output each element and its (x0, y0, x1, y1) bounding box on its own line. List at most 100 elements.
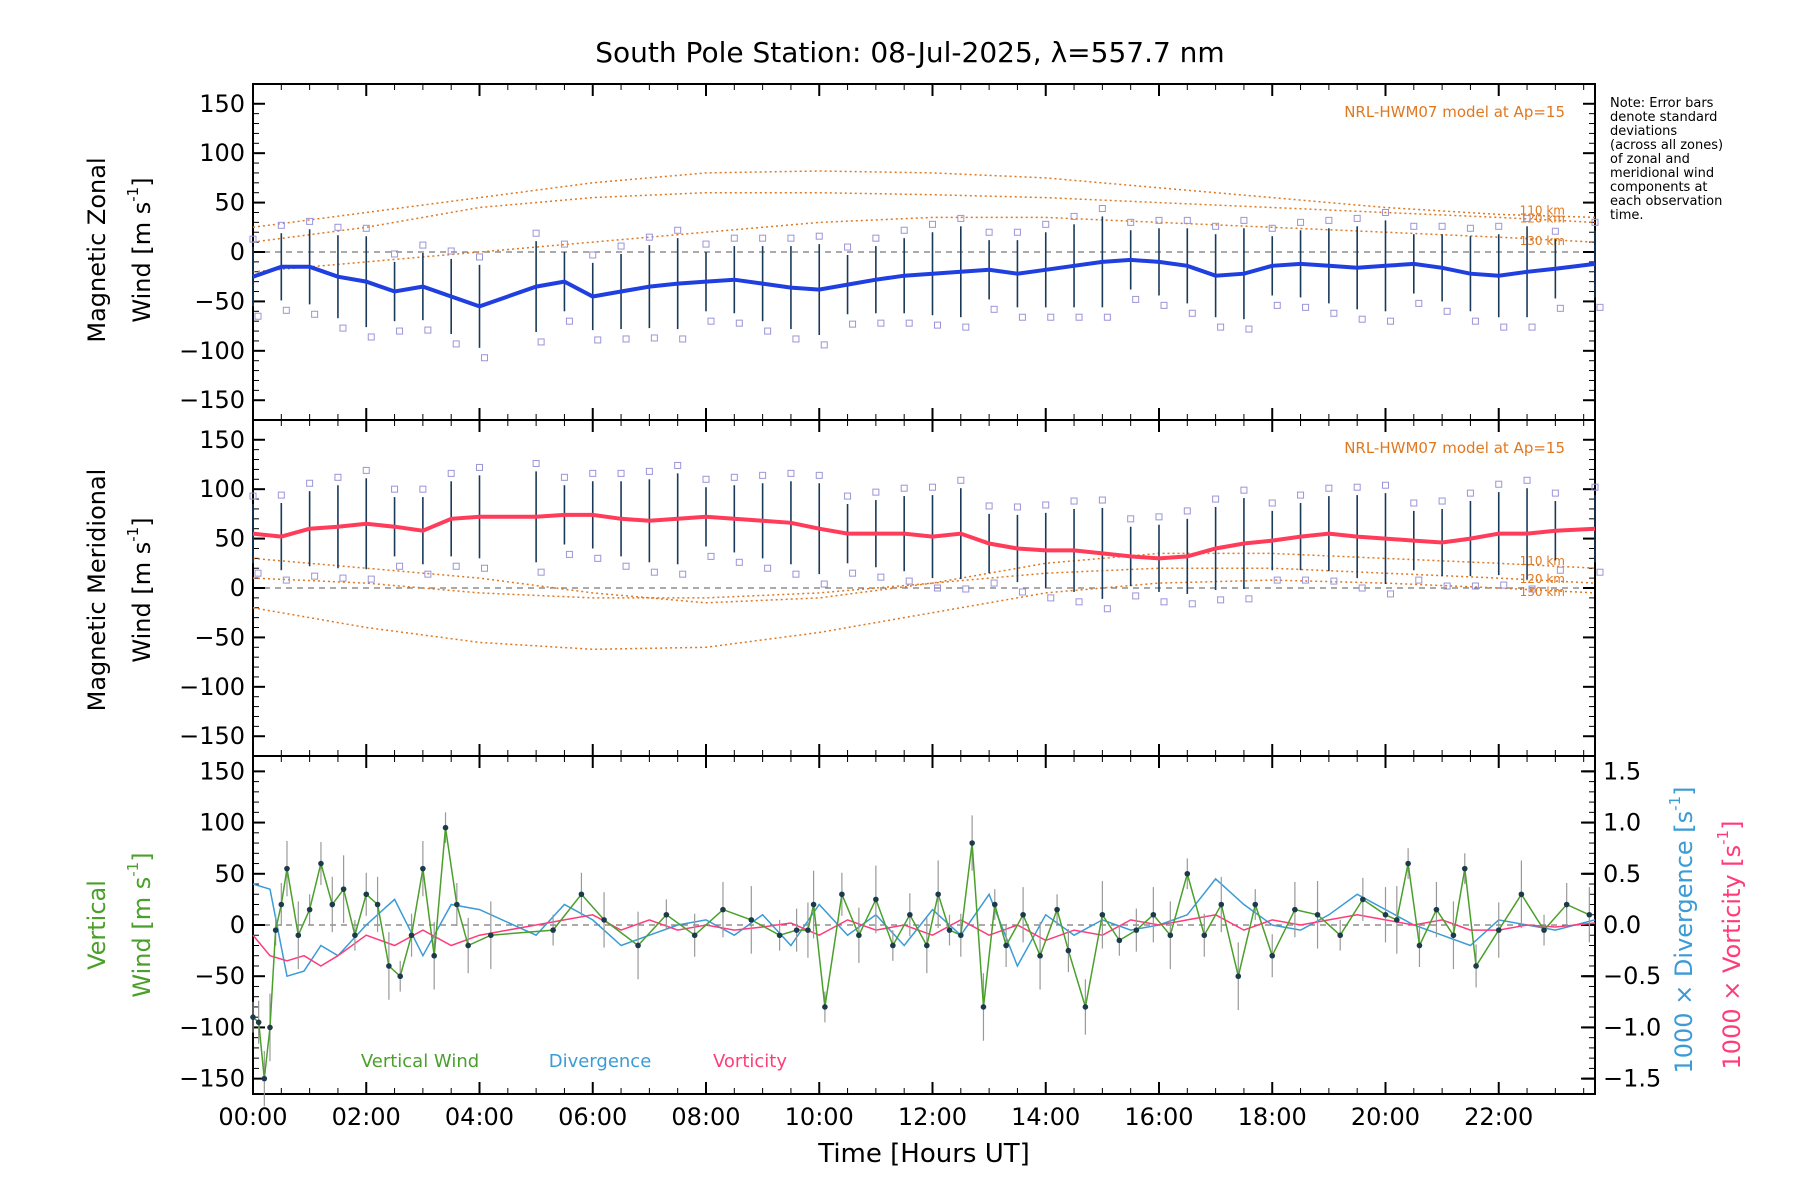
note-line: meridional wind (1610, 166, 1714, 181)
zonal-zone-point (419, 241, 427, 249)
zonal-zone-point (334, 223, 342, 231)
meridional-zone-point (844, 492, 852, 500)
vertical-wind-point (255, 1019, 262, 1026)
xtick-label: 22:00 (1464, 1103, 1533, 1131)
vertical-wind-point (663, 911, 670, 918)
vertical-wind-point (1450, 932, 1457, 939)
meridional-zone-point (1155, 513, 1163, 521)
meridional-zone-point (928, 483, 936, 491)
vertical-wind-point (1563, 901, 1570, 908)
vertical-wind-point (1518, 891, 1525, 898)
note-line: time. (1610, 208, 1644, 223)
note-text: Note: Error bars denote standard deviati… (1610, 96, 1723, 223)
vertical-wind-point (873, 896, 879, 903)
vertical-wind-point (1099, 911, 1106, 918)
zonal-zone-point (990, 305, 998, 313)
zonal-zone-point (815, 232, 823, 240)
zonal-zone-point (447, 247, 455, 255)
meridional-zone-point (792, 570, 800, 578)
note-line: deviations (1610, 124, 1677, 139)
meridional-zone-point (1160, 598, 1168, 606)
meridional-zone-point (339, 574, 347, 582)
zonal-zone-point (1523, 214, 1531, 222)
meridional-zone-point (1495, 480, 1503, 488)
vertical-wind-point (1065, 947, 1072, 954)
zonal-zone-point (1495, 222, 1503, 230)
meridional-zone-point (277, 491, 285, 499)
legend-divergence: Divergence (549, 1051, 652, 1072)
zonal-zone-point (872, 234, 880, 242)
vertical-wind-point (890, 942, 896, 949)
vertical-ytick-label: −50 (194, 962, 245, 990)
y2-tick-label: 0.0 (1603, 911, 1641, 939)
vertical-wind-point (1314, 911, 1321, 918)
meridional-zone-point (849, 569, 857, 577)
zonal-model-2 (252, 191, 1596, 243)
zonal-zone-point (650, 334, 658, 342)
meridional-zone-point (532, 459, 540, 467)
vertical-wind-point (363, 891, 370, 898)
meridional-zone-point (990, 579, 998, 587)
vertical-ytick-label: 100 (199, 809, 245, 837)
vertical-ytick-label: −100 (179, 1013, 245, 1041)
vertical-wind-point (1433, 906, 1440, 913)
zonal-zone-point (475, 253, 483, 261)
vertical-wind-point (1167, 932, 1174, 939)
meridional-zone-point (957, 476, 965, 484)
meridional-zone-point (1358, 584, 1366, 592)
meridional-zone-point (362, 466, 370, 474)
vertical-wind-point (340, 886, 347, 892)
vertical-ylabel-line2: Wind [m s-1] (124, 852, 156, 997)
vertical-wind-point (267, 1024, 273, 1031)
vertical-wind-point (488, 932, 494, 939)
vertical-ylabel-line1: Vertical (83, 880, 111, 970)
zonal-zone-point (1217, 323, 1225, 331)
meridional-zone-point (1500, 581, 1508, 589)
meridional-zone-point (1466, 489, 1474, 497)
note-line: Note: Error bars (1610, 96, 1714, 111)
zonal-zone-point (792, 335, 800, 343)
vertical-wind-point (374, 901, 381, 908)
vertical-wind-point (1416, 942, 1423, 949)
zonal-zone-point (1302, 303, 1310, 311)
zonal-zone-point (1127, 218, 1135, 226)
zonal-model-alt-label: 130 km (1520, 234, 1565, 248)
zonal-zone-point (1098, 205, 1106, 213)
zonal-ytick-label: −100 (179, 337, 245, 365)
zonal-zone-point (391, 250, 399, 258)
vertical-wind-point (278, 901, 285, 908)
meridional-zone-point (1415, 576, 1423, 584)
zonal-zone-point (1155, 216, 1163, 224)
zonal-zone-point (1212, 222, 1220, 230)
vertical-wind-point (776, 932, 783, 939)
meridional-zone-point (334, 473, 342, 481)
vorticity-y2label: 1000 × Vorticity [s-1] (1714, 821, 1746, 1070)
zonal-zone-point (589, 251, 597, 259)
meridional-zone-point (962, 585, 970, 593)
meridional-zone-point (447, 469, 455, 477)
vertical-wind-point (352, 932, 358, 939)
xtick-label: 00:00 (218, 1103, 287, 1131)
meridional-zone-point (594, 554, 602, 562)
xtick-label: 04:00 (445, 1103, 514, 1131)
vertical-wind-point (1360, 896, 1366, 903)
zonal-zone-point (905, 319, 913, 327)
vertical-wind-point (1054, 906, 1060, 913)
vertical-wind-point (420, 865, 426, 872)
zonal-zone-point (282, 306, 290, 314)
zonal-zone-point (1075, 313, 1083, 321)
meridional-ytick-label: −50 (194, 623, 245, 651)
vertical-wind-point (1252, 901, 1259, 908)
meridional-zone-point (1325, 484, 1333, 492)
zonal-zone-point (877, 319, 885, 327)
meridional-zone-point (1443, 582, 1451, 590)
meridional-zone-point (933, 584, 941, 592)
vertical-wind-point (1495, 927, 1502, 933)
meridional-zone-point (1188, 600, 1196, 608)
vertical-wind-point (1292, 906, 1298, 913)
zonal-zone-point (1132, 295, 1140, 303)
meridional-zone-point (1353, 483, 1361, 491)
vertical-wind-point (907, 911, 913, 918)
meridional-zone-point (1302, 576, 1310, 584)
svg-text:1000 × Vorticity [s-1]: 1000 × Vorticity [s-1] (1714, 821, 1746, 1070)
